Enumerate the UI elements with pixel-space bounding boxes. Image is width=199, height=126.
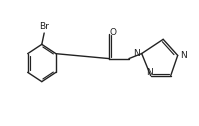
Text: O: O [110,28,117,37]
Text: N: N [180,51,187,60]
Text: N: N [146,68,153,77]
Text: N: N [133,49,139,58]
Text: Br: Br [39,22,49,31]
